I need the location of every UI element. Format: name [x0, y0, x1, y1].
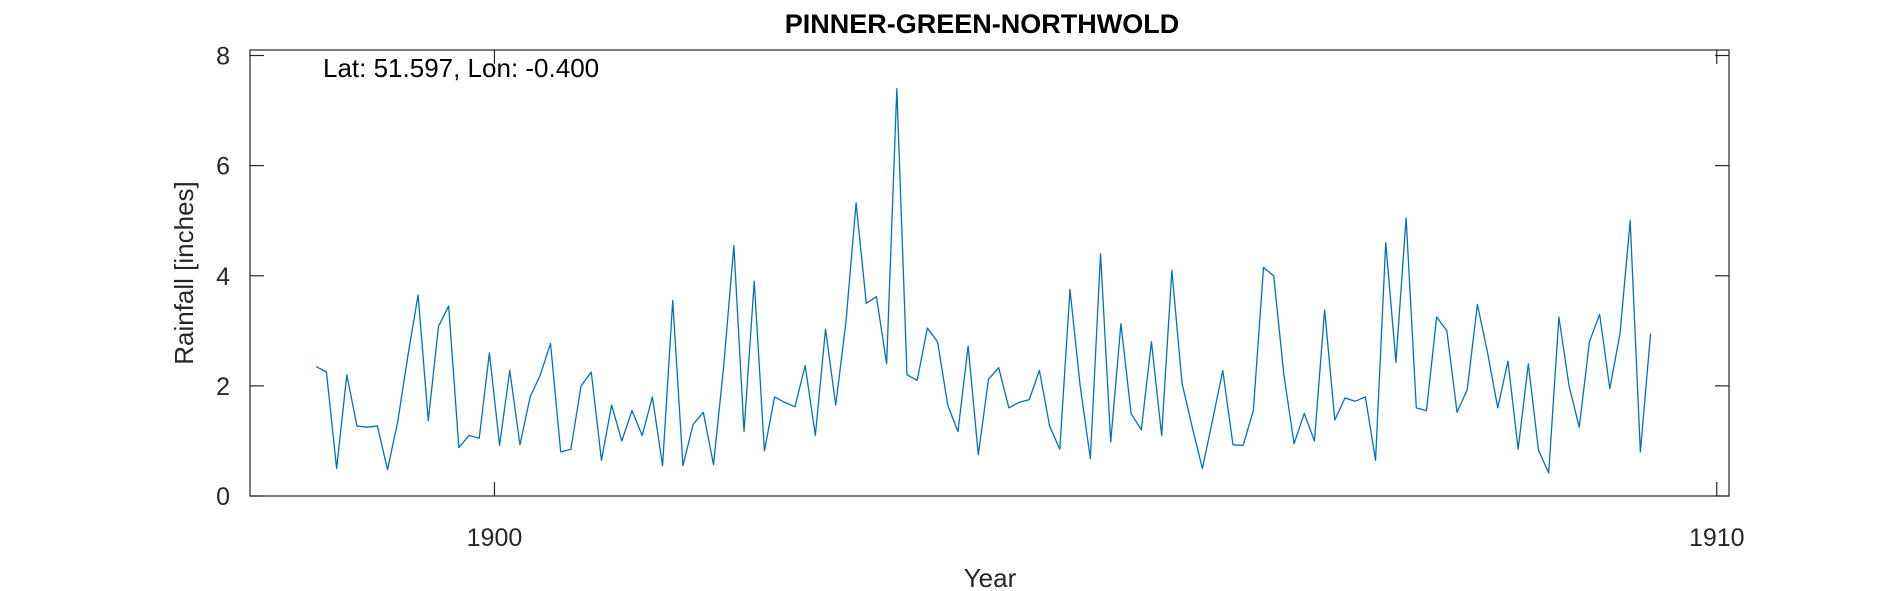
x-axis-label: Year	[964, 563, 1017, 591]
chart-title: PINNER-GREEN-NORTHWOLD	[785, 9, 1179, 39]
y-tick-label: 4	[216, 263, 230, 291]
y-tick-label: 8	[216, 43, 230, 71]
x-tick-label: 1900	[467, 524, 523, 552]
axis-ticks	[250, 50, 1729, 497]
y-axis-label: Rainfall [inches]	[169, 181, 199, 365]
plot-area-frame	[249, 49, 1730, 497]
y-tick-label: 6	[216, 153, 230, 181]
location-annotation: Lat: 51.597, Lon: -0.400	[323, 53, 599, 83]
y-tick-label: 2	[216, 373, 230, 401]
series-line-0	[315, 87, 1652, 474]
x-tick-label: 1910	[1689, 524, 1745, 552]
axis-tick-labels: 0 2 4 6 8 1900 1910	[216, 43, 1744, 552]
plot-axes	[249, 49, 1730, 497]
y-tick-label: 0	[216, 483, 230, 511]
series-layer	[315, 87, 1652, 474]
